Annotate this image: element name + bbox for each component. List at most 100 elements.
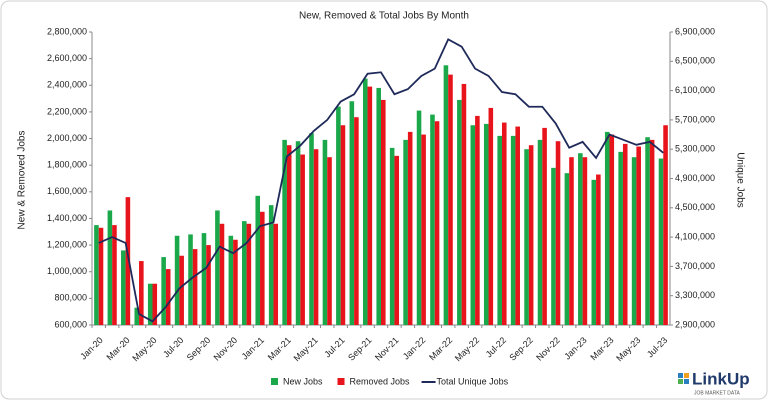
bar <box>591 179 597 325</box>
bar <box>233 239 238 325</box>
bar <box>389 147 395 325</box>
bar <box>618 151 623 325</box>
bar <box>255 195 261 325</box>
y2-axis-title: Unique Jobs <box>734 152 745 208</box>
bar <box>152 283 158 325</box>
bar <box>622 143 628 325</box>
logo-tagline: JOB MARKET DATA <box>694 390 741 396</box>
bar <box>362 78 368 325</box>
bar <box>470 125 476 326</box>
y-tick-label: 1,000,000 <box>47 266 87 276</box>
bar <box>94 225 99 325</box>
bar <box>367 86 373 325</box>
bar <box>416 110 422 325</box>
bar <box>663 125 668 326</box>
bar <box>542 127 547 326</box>
bar <box>564 173 570 325</box>
bar <box>403 139 408 325</box>
bar <box>179 255 184 325</box>
bar <box>443 65 449 325</box>
bar <box>286 145 292 325</box>
bar <box>327 157 332 325</box>
bar <box>309 133 314 325</box>
y-tick-label: 2,400,000 <box>47 80 87 90</box>
bar <box>537 139 543 325</box>
y-tick-label: 2,200,000 <box>47 106 87 116</box>
logo-name: LinkUp <box>692 369 750 388</box>
legend-marker <box>337 378 345 385</box>
bar <box>174 235 180 325</box>
bar <box>483 123 489 326</box>
logo-icon <box>678 373 683 378</box>
bar <box>201 233 207 325</box>
logo: LinkUp JOB MARKET DATA <box>678 369 750 396</box>
bar <box>242 221 247 325</box>
y2-tick-label: 6,900,000 <box>675 26 715 36</box>
bar <box>139 261 144 325</box>
bar <box>631 157 637 325</box>
bar <box>515 126 520 326</box>
y2-tick-label: 4,900,000 <box>675 173 715 183</box>
bar <box>394 155 400 325</box>
bar <box>161 257 166 325</box>
bar <box>354 117 359 326</box>
bar <box>578 153 583 325</box>
y-tick-label: 800,000 <box>54 293 87 303</box>
logo-icon <box>678 379 683 384</box>
bar <box>475 115 480 326</box>
bar <box>282 139 287 325</box>
y-tick-label: 1,600,000 <box>47 186 87 196</box>
y2-tick-label: 2,900,000 <box>675 319 715 329</box>
bar <box>98 227 104 325</box>
y2-tick-label: 6,100,000 <box>675 85 715 95</box>
bar <box>260 211 265 325</box>
bar <box>246 223 252 325</box>
legend-label: Total Unique Jobs <box>437 376 509 386</box>
bar <box>165 269 171 325</box>
bar <box>604 131 610 325</box>
bar <box>407 131 413 325</box>
y2-tick-label: 4,100,000 <box>675 231 715 241</box>
bar <box>649 139 655 325</box>
bar <box>430 114 435 325</box>
y2-tick-label: 3,700,000 <box>675 261 715 271</box>
bar <box>125 197 131 325</box>
bar <box>501 122 507 326</box>
bar <box>569 157 574 325</box>
bar <box>421 134 426 325</box>
bar <box>219 223 225 325</box>
bar <box>206 245 211 325</box>
y2-tick-label: 6,500,000 <box>675 56 715 66</box>
bar <box>336 106 341 325</box>
y-tick-label: 1,400,000 <box>47 213 87 223</box>
legend-marker <box>271 378 278 385</box>
y-tick-label: 1,200,000 <box>47 239 87 249</box>
bar <box>658 158 664 325</box>
y-tick-label: 1,800,000 <box>47 160 87 170</box>
bar <box>434 121 440 326</box>
bar <box>582 157 588 325</box>
bar <box>609 134 615 325</box>
bar <box>645 137 650 325</box>
bar <box>134 307 140 325</box>
y-tick-label: 2,800,000 <box>47 26 87 36</box>
bar <box>488 107 494 325</box>
bar <box>215 210 220 325</box>
bar <box>457 99 462 325</box>
bar <box>295 141 301 325</box>
chart-title: New, Removed & Total Jobs By Month <box>299 11 469 22</box>
bar <box>112 225 117 325</box>
bar <box>381 99 386 325</box>
bar <box>322 139 328 325</box>
bar <box>313 149 319 325</box>
bar <box>551 167 556 325</box>
y-tick-label: 600,000 <box>54 319 87 329</box>
bar <box>448 74 453 325</box>
bar <box>107 210 113 325</box>
bar <box>524 149 529 325</box>
bar <box>340 125 346 326</box>
logo-icon <box>684 379 689 384</box>
bar <box>636 146 641 325</box>
legend-label: New Jobs <box>283 376 323 386</box>
